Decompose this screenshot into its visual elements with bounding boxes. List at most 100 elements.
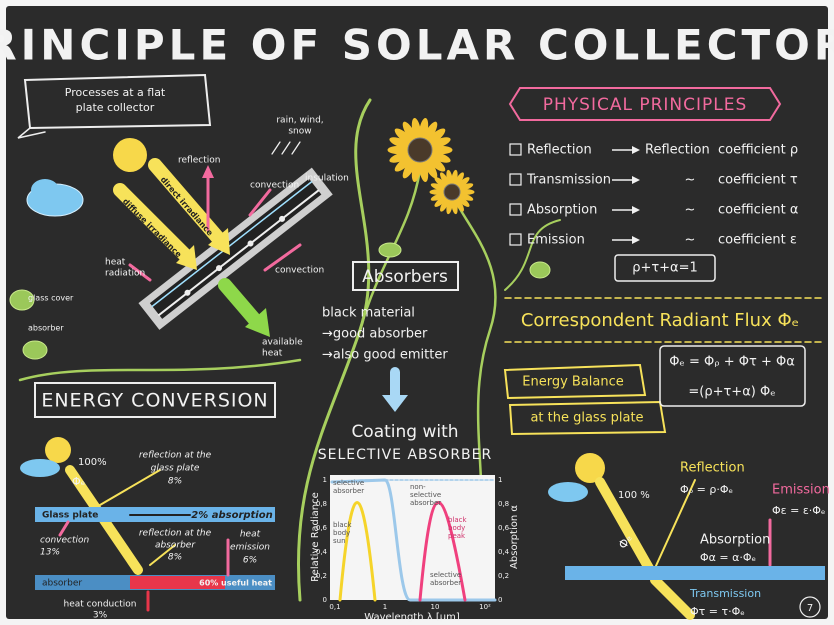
flower-center — [444, 184, 460, 200]
y2-tick-label: 0,8 — [498, 500, 509, 508]
coefficient: coefficient τ — [718, 173, 798, 188]
absorber-reflection: absorber — [155, 541, 196, 551]
result: Reflection — [645, 143, 710, 158]
balance: Energy Balance — [522, 375, 624, 390]
y2-label: Absorption α — [509, 505, 520, 569]
curve-labels: absorber — [410, 499, 441, 507]
selective: SELECTIVE ABSORBER — [318, 447, 492, 463]
convection-bottom: convection — [275, 266, 324, 276]
weather: rain, wind, — [276, 116, 323, 126]
transmission-eq: Φτ = τ·Φₑ — [690, 605, 745, 618]
curve-labels: selective — [430, 571, 461, 579]
banner: plate collector — [76, 101, 155, 114]
curve-labels: body — [448, 524, 465, 532]
y-tick-label: 0 — [323, 596, 327, 604]
heat-emission: 6% — [243, 556, 257, 566]
result: ~ — [685, 173, 696, 188]
glass-plate: Glass plate — [42, 511, 98, 521]
sum: ρ+τ+α=1 — [632, 261, 698, 276]
available-heat: heat — [262, 349, 283, 359]
lines: →also good emitter — [322, 348, 448, 363]
result: ~ — [685, 233, 696, 248]
curve-labels: body — [333, 529, 350, 537]
convection-top: convection — [250, 181, 299, 191]
heat-radiation: heat — [105, 258, 126, 268]
heading: PHYSICAL PRINCIPLES — [543, 95, 748, 115]
emission-eq: Φε = ε·Φₑ — [772, 504, 826, 517]
page-number: 7 — [807, 603, 813, 614]
y2-tick-label: 0 — [498, 596, 502, 604]
absorber: absorber — [42, 579, 82, 589]
heat-emission: heat — [240, 530, 261, 540]
chalkboard: PRINCIPLE OF SOLAR COLLECTORS Processes a… — [0, 0, 834, 625]
convection: convection — [40, 536, 90, 546]
glass-reflection: reflection at the — [139, 451, 212, 461]
insulation: insulation — [305, 174, 349, 184]
convection: 13% — [40, 548, 60, 558]
glass-reflection: 8% — [168, 477, 182, 487]
available-heat: available — [262, 338, 303, 348]
y-tick-label: 0,4 — [316, 548, 328, 556]
flux: Φₑ — [72, 475, 85, 488]
glass-cover: glass cover — [28, 294, 74, 303]
curve-labels: absorber — [333, 487, 364, 495]
x-tick-label: 1 — [383, 603, 387, 611]
flower-center — [408, 138, 432, 162]
coefficient: coefficient ε — [718, 233, 797, 248]
y-tick-label: 0,2 — [316, 572, 327, 580]
heat-emission: emission — [230, 543, 270, 553]
y-tick-label: 0,6 — [316, 524, 328, 532]
lines: black material — [322, 306, 415, 321]
y-tick-label: 0,8 — [316, 500, 327, 508]
equations: Φₑ = Φᵨ + Φτ + Φα — [669, 355, 795, 370]
x-tick-label: 10² — [479, 603, 491, 611]
absorption-eq: Φα = α·Φₑ — [700, 551, 756, 564]
absorber: absorber — [28, 324, 64, 333]
heading: ENERGY CONVERSION — [41, 390, 268, 412]
y2-tick-label: 0,6 — [498, 524, 510, 532]
heat-radiation: radiation — [105, 269, 145, 279]
x-tick-label: 0,1 — [329, 603, 340, 611]
curve-labels: black — [333, 521, 353, 529]
coefficient: coefficient ρ — [718, 143, 798, 158]
incoming: 100 % — [618, 490, 650, 501]
curve-labels: selective — [410, 491, 441, 499]
glass-reflection: glass plate — [151, 464, 200, 474]
curve-labels: sun — [333, 537, 346, 545]
coefficient: coefficient α — [718, 203, 798, 218]
heat-conduction: 3% — [93, 611, 108, 621]
heat-conduction: heat conduction — [64, 600, 137, 610]
y-tick-label: 1 — [323, 476, 327, 484]
name: Transmission — [526, 173, 611, 188]
curve-labels: selective — [333, 479, 364, 487]
x-label: Wavelength λ [μm] — [364, 612, 460, 623]
heading: Correspondent Radiant Flux Φₑ — [521, 310, 799, 331]
absorption: Absorption — [700, 533, 770, 548]
weather: snow — [288, 127, 311, 137]
banner: Processes at a flat — [65, 86, 166, 99]
result: ~ — [685, 203, 696, 218]
coating: Coating with — [351, 422, 458, 442]
name: Reflection — [527, 143, 592, 158]
name: Emission — [527, 233, 585, 248]
reflection: Reflection — [680, 461, 745, 476]
absorber-reflection: reflection at the — [139, 529, 212, 539]
title: PRINCIPLE OF SOLAR COLLECTORS — [0, 21, 834, 70]
y2-tick-label: 0,2 — [498, 572, 509, 580]
glass-absorption: 2% absorption — [191, 510, 272, 521]
name: Absorption — [527, 203, 597, 218]
heading: Absorbers — [362, 267, 448, 287]
transmission: Transmission — [689, 587, 761, 600]
y2-tick-label: 0,4 — [498, 548, 510, 556]
curve-labels: black — [448, 516, 468, 524]
lines: →good absorber — [322, 327, 428, 342]
reflection-eq: Φᵨ = ρ·Φₑ — [680, 483, 733, 496]
absorber-reflection: 8% — [168, 553, 182, 563]
useful-heat: 60% useful heat — [199, 579, 272, 588]
y2-tick-label: 1 — [498, 476, 502, 484]
curve-labels: absorber — [430, 579, 461, 587]
x-tick-label: 10 — [431, 603, 440, 611]
emission: Emission — [772, 483, 830, 498]
balance: at the glass plate — [530, 411, 643, 426]
curve-labels: peak — [448, 532, 466, 540]
